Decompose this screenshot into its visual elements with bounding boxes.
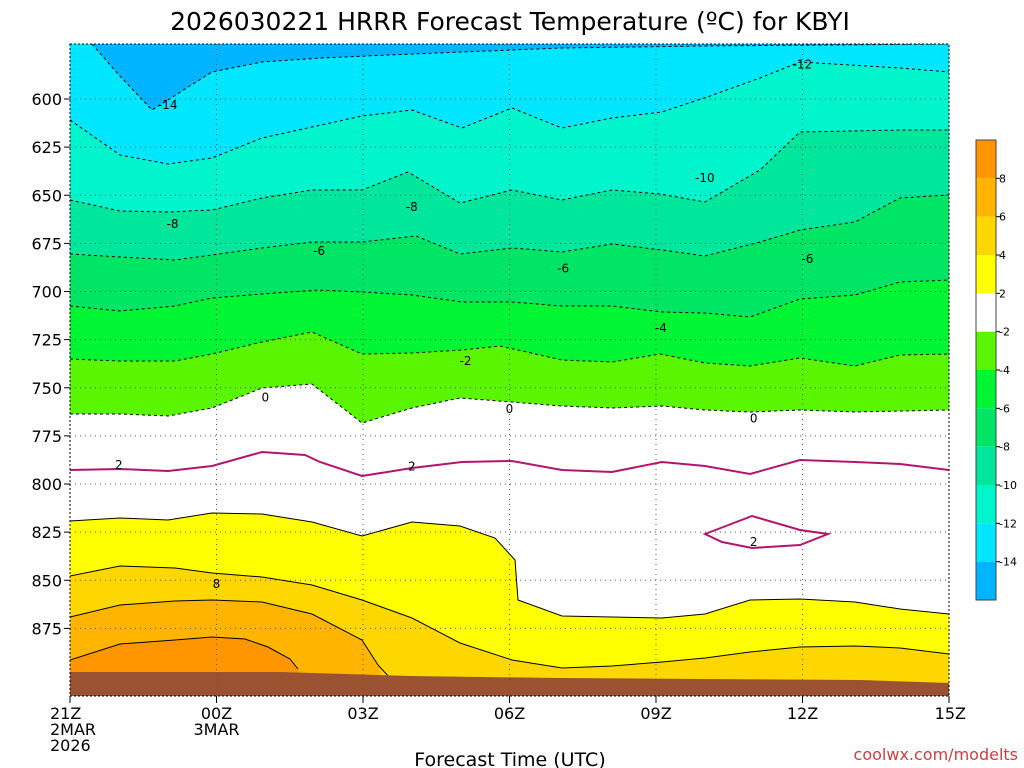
colorbar-label: -12 [999,517,1017,530]
plot-area: -14 -12 -10 -8 -8 -6 -6 -6 -4 -2 0 0 0 2 2 2 8 [70,44,949,696]
y-axis: 600 625 650 675 700 725 750 775 800 825 850 875 [31,90,70,638]
y-tick-label: 800 [31,475,62,494]
isotherm-2 [70,512,949,619]
isotherm-label: -14 [158,98,178,112]
isotherm-label: -10 [695,171,715,185]
colorbar-label: -8 [999,441,1010,454]
isotherm-label: -4 [655,321,667,335]
isotherm-labels: -14 -12 -10 -8 -8 -6 -6 -6 -4 -2 0 0 0 2 2 2 8 [115,57,813,591]
x-tick-label: 3MAR [193,720,239,739]
isotherm-label: 2 [750,535,758,549]
isotherm-minus8 [70,194,949,261]
colorbar-swatch [976,216,996,255]
colorbar-swatch [976,370,996,409]
isotherm-label: -6 [313,244,325,258]
y-tick-label: 675 [31,234,62,253]
isotherm-label: 0 [262,390,270,404]
x-tick-label: 09Z [640,704,671,723]
colorbar-label: -4 [999,364,1010,377]
colorbar-label: 4 [999,249,1006,262]
isotherm-minus2 [70,383,949,424]
isotherm-4 [70,565,949,669]
colorbar-label: -10 [999,479,1017,492]
x-tick-label: 03Z [347,704,378,723]
colorbar-swatch [976,331,996,370]
colorbar: -14 -12 -10 -8 -6 -4 -2 2 4 6 8 [975,139,1017,601]
y-tick-label: 600 [31,90,62,109]
isotherm-6 [70,599,391,679]
y-tick-label: 825 [31,523,62,542]
isotherm-minus4 [70,331,949,367]
x-tick-label: 00Z [201,704,232,723]
isotherm-minus14 [91,44,949,111]
isotherm-minus10 [70,129,949,213]
x-tick-label: 15Z [935,704,966,723]
isotherm-label: 0 [750,412,758,426]
colorbar-swatch [976,446,996,485]
colorbar-label: -6 [999,402,1010,415]
colorbar-swatch [976,561,996,600]
isotherm-label: 8 [213,577,221,591]
x-tick-label: 12Z [787,704,818,723]
x-tick-label: 2026 [50,736,91,755]
credit-link[interactable]: coolwx.com/modelts [854,745,1018,764]
x-tick-label: 21Z [50,704,81,723]
y-tick-label: 725 [31,331,62,350]
isotherm-8 [70,636,299,670]
isotherm-minus12 [70,61,949,165]
isotherm-0-closed [702,514,832,550]
isotherm-label: 2 [115,458,123,472]
y-tick-label: 875 [31,619,62,638]
isotherm-0 [70,450,949,478]
colorbar-swatch [976,255,996,294]
isotherm-label: -2 [460,354,472,368]
colorbar-label: 8 [999,172,1006,185]
isotherm-label: -8 [167,217,179,231]
colorbar-swatch [976,485,996,524]
colorbar-swatch [976,178,996,217]
isotherm-label: 0 [506,402,514,416]
y-tick-label: 700 [31,283,62,302]
colorbar-swatch [976,523,996,562]
plot-frame [69,43,950,697]
isotherm-label: -8 [406,200,418,214]
grid-lines [70,44,949,696]
isotherm-minus6 [70,279,949,318]
chart-title: 2026030221 HRRR Forecast Temperature (ºC… [170,7,850,36]
colorbar-label: -14 [999,556,1017,569]
y-tick-label: 775 [31,427,62,446]
x-tick-label: 2MAR [50,720,96,739]
isotherm-label: -6 [801,252,813,266]
y-tick-label: 625 [31,138,62,157]
isotherm-label: 2 [408,460,416,474]
colorbar-swatch [976,140,996,179]
colorbar-swatch [976,293,996,332]
colorbar-label: -2 [999,326,1010,339]
colorbar-label: 6 [999,211,1006,224]
colorbar-swatch [976,408,996,447]
isotherm-label: -6 [557,261,569,275]
x-tick-label: 06Z [494,704,525,723]
y-tick-label: 750 [31,379,62,398]
isotherm-label: -12 [793,57,813,71]
y-tick-label: 850 [31,571,62,590]
colorbar-label: 2 [999,287,1006,300]
x-axis-label: Forecast Time (UTC) [414,749,605,768]
y-tick-label: 650 [31,186,62,205]
